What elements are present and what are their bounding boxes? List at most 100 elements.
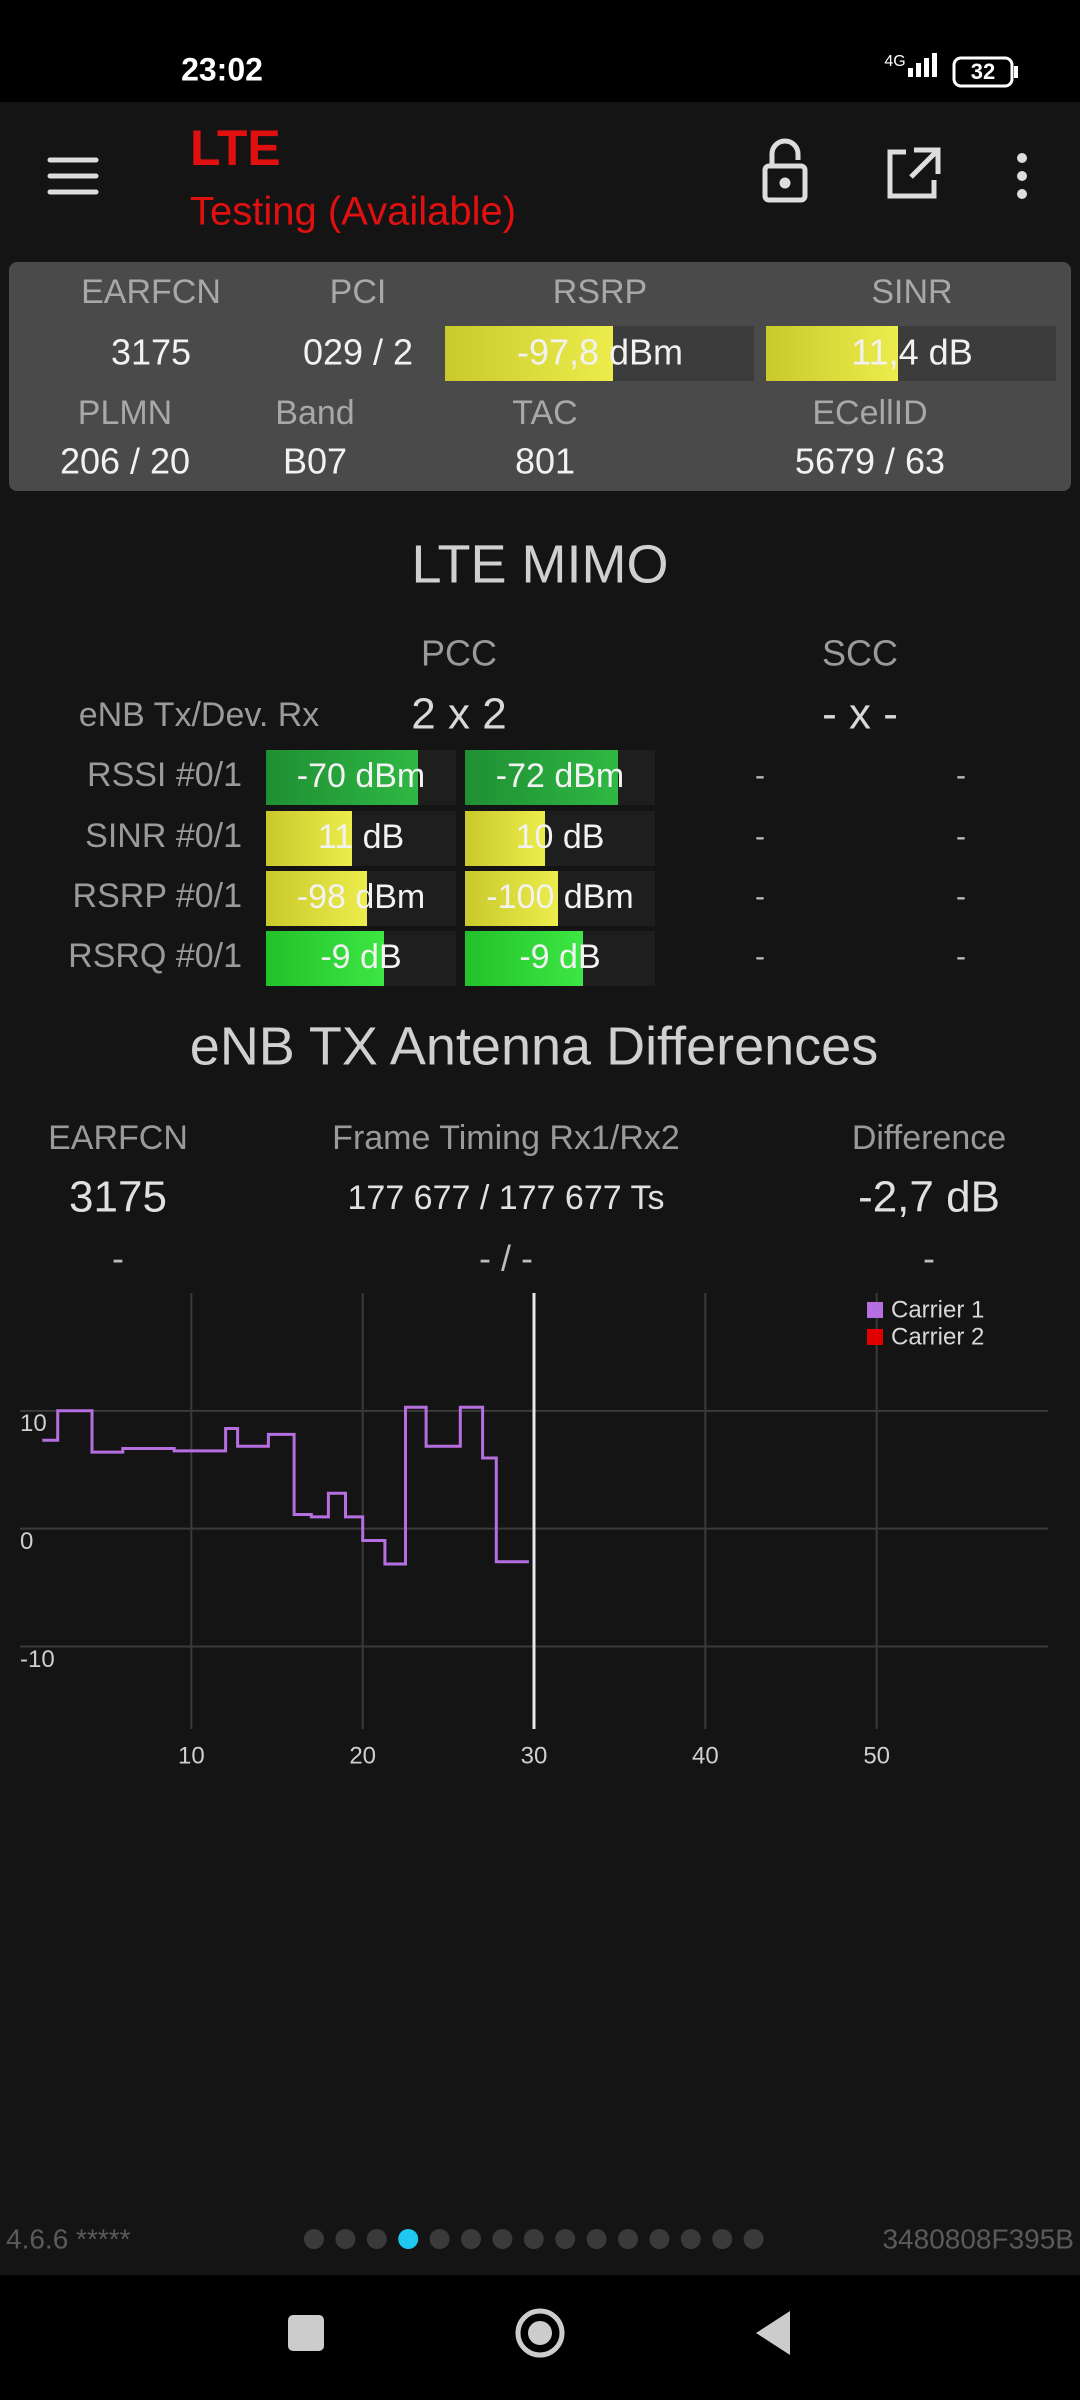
legend-swatch [867,1302,883,1318]
cell-info-value: 029 / 2 [303,332,413,373]
antenna-value: 3175 [69,1173,167,1222]
antenna-value: - [923,1238,935,1279]
cell-info-value: -97,8 dBm [517,332,683,373]
level-bar-fill [266,750,418,805]
y-tick-label: -10 [20,1646,55,1673]
more-button[interactable] [1017,153,1027,199]
level-bar-fill [766,326,898,381]
section-title: LTE MIMO [411,534,668,594]
home-button[interactable] [515,2308,565,2358]
column-header: SCC [822,633,898,674]
page-dot[interactable] [555,2229,576,2249]
cell-info-value: 3175 [111,332,191,373]
menu-button[interactable] [47,157,99,195]
clock: 23:02 [181,51,263,87]
level-bar-fill [266,811,352,866]
row-label: eNB Tx/Dev. Rx [79,696,320,734]
page-dot[interactable] [461,2229,481,2249]
page-dot[interactable] [398,2229,419,2249]
page-dot[interactable] [304,2229,324,2249]
battery-tip [1014,66,1018,78]
recents-button[interactable] [288,2315,324,2351]
cell-info-header: Band [275,394,354,432]
level-bar-fill [465,871,558,926]
page-dot[interactable] [429,2229,450,2249]
scc-value: - [956,940,966,973]
level-bar-fill [266,871,367,926]
battery-level: 32 [971,59,995,84]
column-header: Difference [852,1119,1006,1157]
mimo-config: - x - [822,690,898,739]
page-dot[interactable] [366,2229,387,2249]
page-dot[interactable] [743,2229,764,2249]
level-value: -100 dBm [486,878,633,916]
cell-info-value: B07 [283,441,347,482]
level-bar-fill [465,931,583,986]
level-value: 10 dB [516,818,605,856]
scc-value: - [755,759,765,792]
open-external-button[interactable] [887,147,941,199]
antenna-value: - [112,1238,124,1279]
app-title: LTE [190,120,281,176]
x-tick-label: 20 [349,1742,376,1769]
section-title: eNB TX Antenna Differences [190,1016,878,1076]
mimo-config: 2 x 2 [411,690,506,739]
scc-value: - [956,759,966,792]
cell-info-value: 801 [515,441,575,482]
row-label: RSRQ #0/1 [68,937,242,975]
level-bar-fill [465,750,618,805]
page-dot[interactable] [649,2229,670,2249]
column-header: PCC [421,633,497,674]
cell-info-header: RSRP [553,273,647,311]
x-tick-label: 50 [863,1742,890,1769]
x-tick-label: 10 [178,1742,205,1769]
page-dot[interactable] [586,2229,607,2249]
cell-info-header: TAC [512,394,577,432]
antenna-value: 177 677 / 177 677 Ts [348,1179,665,1217]
version-label: 4.6.6 ***** [6,2223,131,2254]
row-label: RSRP #0/1 [73,877,242,915]
page-dot[interactable] [680,2229,701,2249]
row-label: RSSI #0/1 [87,756,242,794]
device-id: 3480808F395B [882,2223,1074,2254]
scc-value: - [956,820,966,853]
cell-info-header: ECellID [812,394,927,432]
scc-value: - [755,940,765,973]
level-value: -98 dBm [297,878,426,916]
page-dot[interactable] [492,2229,513,2249]
cell-info-header: SINR [871,273,952,311]
x-tick-label: 30 [521,1742,548,1769]
cell-info-header: PCI [330,273,387,311]
level-value: -9 dB [320,938,401,976]
level-bar-fill [465,811,545,866]
page-dot[interactable] [335,2229,356,2249]
legend-label: Carrier 1 [891,1296,984,1323]
x-tick-label: 40 [692,1742,719,1769]
data-line [42,1405,529,1566]
legend-swatch [867,1329,883,1345]
cell-info-value: 11,4 dB [851,332,972,373]
page-dot[interactable] [712,2229,733,2249]
column-header: Frame Timing Rx1/Rx2 [332,1119,680,1157]
signal-icon [908,53,937,77]
status-bar [0,0,1080,102]
level-value: -72 dBm [496,757,625,795]
y-tick-label: 0 [20,1528,33,1555]
app-subtitle: Testing (Available) [190,190,516,234]
lock-button[interactable] [762,138,808,203]
y-tick-label: 10 [20,1410,47,1437]
row-label: SINR #0/1 [85,817,242,855]
page-dot[interactable] [523,2229,544,2249]
scc-value: - [956,880,966,913]
level-value: -70 dBm [297,757,426,795]
battery-icon [952,56,1014,88]
column-header: EARFCN [48,1119,188,1157]
page-dot[interactable] [618,2229,638,2249]
level-value: -9 dB [519,938,600,976]
back-button[interactable] [756,2311,790,2355]
scc-value: - [755,820,765,853]
scc-value: - [755,880,765,913]
